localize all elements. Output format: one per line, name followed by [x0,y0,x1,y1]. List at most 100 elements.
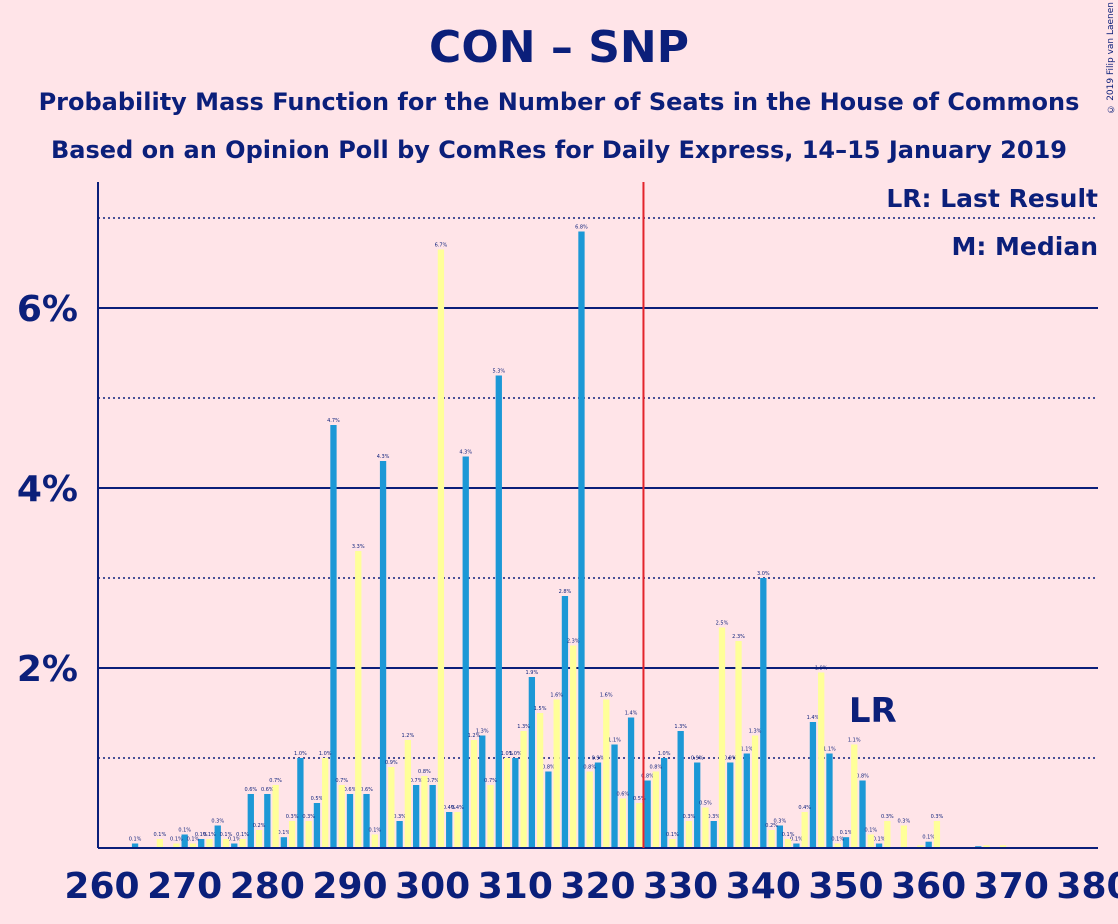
x-tick-label: 290 [312,866,387,907]
bar-data-label: 0.4% [451,805,464,811]
bar-data-label: 1.0% [509,751,522,757]
bar-data-label: 4.3% [377,454,390,460]
bar-secondary [884,821,891,848]
bar-data-label: 0.3% [898,819,911,825]
bar-data-label: 2.8% [559,589,572,595]
bar-data-label: 0.1% [203,832,216,838]
bar-primary [710,821,717,848]
bar-data-label: 2.5% [716,621,729,627]
bar-secondary [338,785,345,848]
bar-data-label: 0.8% [856,774,869,780]
bar-data-label: 1.3% [476,729,489,735]
bar-secondary [470,740,478,848]
bar-secondary [437,249,445,848]
bar-secondary [189,843,197,848]
bar-primary [561,596,569,848]
bar-primary [925,841,932,848]
bar-data-label: 1.3% [517,724,530,730]
bar-primary [694,762,701,848]
bar-primary [231,843,238,848]
bar-data-label: 0.1% [228,837,241,843]
bar-data-label: 0.1% [195,832,208,838]
bar-primary [363,794,370,848]
bar-secondary [272,785,279,848]
chart-title: CON – SNP [429,22,689,73]
bar-secondary [586,771,593,848]
bar-primary [346,794,354,848]
bar-secondary [371,834,378,848]
bar-secondary [652,771,660,848]
bar-primary [594,762,602,848]
bar-primary [330,425,337,848]
bar-secondary [999,845,1007,848]
bar-data-label: 4.7% [327,418,340,424]
bar-data-label: 0.3% [393,814,406,820]
bar-secondary [421,776,428,848]
bar-primary [793,843,800,848]
bar-data-label: 0.9% [385,760,398,766]
bar-data-label: 0.6% [616,792,629,798]
bar-secondary [355,551,362,848]
bar-primary [677,731,684,848]
bar-data-label: 1.6% [550,693,563,699]
bar-secondary [255,830,263,848]
x-tick-label: 310 [478,866,553,907]
bar-secondary [768,830,775,848]
bar-secondary [388,767,395,848]
bar-data-label: 1.3% [674,724,687,730]
bar-data-label: 0.5% [699,801,712,807]
bar-data-label: 0.1% [178,828,191,834]
bar-secondary [867,834,874,848]
bar-data-label: 0.8% [583,765,596,771]
bar-data-label: 0.3% [683,814,696,820]
bar-secondary [156,839,164,848]
bar-data-label: 0.1% [368,828,381,834]
bar-data-label: 0.3% [931,814,944,820]
bar-secondary [173,843,180,848]
bar-data-label: 0.6% [360,787,373,793]
bar-data-label: 0.1% [154,832,167,838]
bar-primary [264,794,271,848]
bar-primary [776,825,784,848]
bar-primary [727,762,734,848]
x-tick-label: 300 [395,866,470,907]
bar-secondary [487,785,494,848]
bar-data-label: 1.2% [468,733,481,739]
bar-data-label: 0.2% [765,823,778,829]
bar-secondary [636,803,643,848]
bar-data-label: 0.6% [261,787,274,793]
bar-data-label: 0.1% [278,830,291,836]
legend-last-result: LR: Last Result [886,184,1098,213]
bar-primary [214,825,221,848]
bar-secondary [222,839,230,848]
bar-primary [495,375,502,848]
bar-data-label: 0.4% [443,805,456,811]
bar-data-label: 0.9% [724,756,737,762]
bar-data-label: 0.8% [641,774,654,780]
bar-primary [462,456,469,848]
bar-data-label: 0.3% [774,819,787,825]
bar-data-label: 0.5% [311,796,324,802]
bar-primary [131,843,139,848]
bar-data-label: 1.1% [823,747,836,753]
y-tick-label: 2% [17,649,78,690]
bar-primary [627,717,635,848]
bar-data-label: 0.8% [542,765,555,771]
bar-primary [875,843,883,848]
bar-data-label: 0.6% [344,787,357,793]
bar-secondary [933,821,941,848]
bar-data-label: 3.3% [352,544,365,550]
bar-secondary [553,699,560,848]
bar-data-label: 1.1% [740,747,753,753]
bar-data-label: 0.3% [881,814,894,820]
bar-secondary [751,735,759,848]
bar-data-label: 0.8% [418,769,431,775]
bar-primary [280,837,288,848]
bar-secondary [735,641,742,848]
bar-data-label: 0.1% [129,837,142,843]
x-tick-label: 330 [643,866,718,907]
bar-data-label: 0.3% [302,814,315,820]
bar-secondary [851,744,858,848]
bar-data-label: 1.0% [501,751,514,757]
bar-data-label: 1.3% [749,729,762,735]
